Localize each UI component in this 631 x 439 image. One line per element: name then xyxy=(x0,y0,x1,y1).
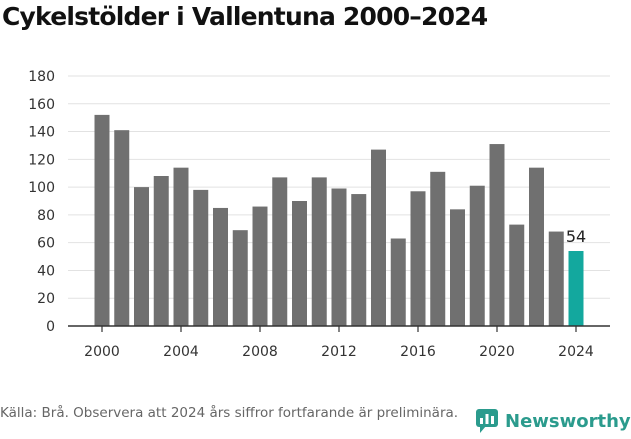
data-labels: 54 xyxy=(566,227,586,246)
bar-2015 xyxy=(390,238,406,326)
x-tick-label: 2024 xyxy=(558,344,594,360)
x-tick-label: 2016 xyxy=(400,344,436,360)
y-tick-label: 120 xyxy=(28,152,55,168)
bar-2019 xyxy=(469,185,485,326)
y-tick-label: 80 xyxy=(37,208,55,224)
y-tick-label: 40 xyxy=(37,263,55,279)
bar-2002 xyxy=(134,187,149,326)
chart-title: Cykelstölder i Vallentuna 2000–2024 xyxy=(2,2,488,31)
bar-2021 xyxy=(509,224,525,326)
bar-2005 xyxy=(193,189,209,326)
data-label-2024: 54 xyxy=(566,227,586,246)
y-tick-label: 0 xyxy=(46,319,55,335)
bar-2007 xyxy=(232,230,248,326)
bar-2004 xyxy=(173,167,189,326)
bar-2012 xyxy=(331,188,347,326)
source-note: Källa: Brå. Observera att 2024 års siffr… xyxy=(0,405,459,421)
x-tick-label: 2000 xyxy=(84,344,120,360)
y-tick-label: 100 xyxy=(28,180,55,196)
bar-2018 xyxy=(450,209,465,326)
bar-2003 xyxy=(153,176,169,326)
y-tick-label: 60 xyxy=(37,236,55,252)
bar-2011 xyxy=(311,177,327,326)
bar-2008 xyxy=(252,206,268,326)
bar-2023 xyxy=(548,231,564,326)
y-tick-label: 180 xyxy=(28,69,55,85)
bar-2013 xyxy=(351,194,367,326)
bars xyxy=(94,114,584,326)
brand-logo: Newsworthy xyxy=(475,408,631,434)
y-tick-label: 20 xyxy=(37,291,55,307)
y-axis-ticks: 0 20 40 60 80 100 120 140 160 180 xyxy=(28,69,55,335)
x-tick-label: 2020 xyxy=(479,344,515,360)
bar-2014 xyxy=(371,149,386,326)
bar-2022 xyxy=(529,167,544,326)
bar-2020 xyxy=(489,144,505,326)
bar-2010 xyxy=(292,201,307,326)
bar-2017 xyxy=(430,171,446,326)
bar-2006 xyxy=(213,207,228,326)
bar-2009 xyxy=(272,177,288,326)
x-axis-ticks: 2000 2004 2008 2012 2016 2020 2024 xyxy=(84,326,594,360)
bar-chart: 0 20 40 60 80 100 120 140 160 180 2000 2004 2008 201… xyxy=(28,69,610,360)
bar-2000 xyxy=(94,114,110,326)
y-tick-label: 160 xyxy=(28,97,55,113)
y-tick-label: 140 xyxy=(28,125,55,141)
x-tick-label: 2008 xyxy=(242,344,278,360)
newsworthy-logo-icon xyxy=(476,409,498,433)
x-tick-label: 2012 xyxy=(321,344,357,360)
bar-2016 xyxy=(410,191,426,326)
brand-name: Newsworthy xyxy=(505,410,631,432)
bar-2001 xyxy=(114,130,130,326)
x-tick-label: 2004 xyxy=(163,344,199,360)
bar-2024 xyxy=(568,251,584,326)
